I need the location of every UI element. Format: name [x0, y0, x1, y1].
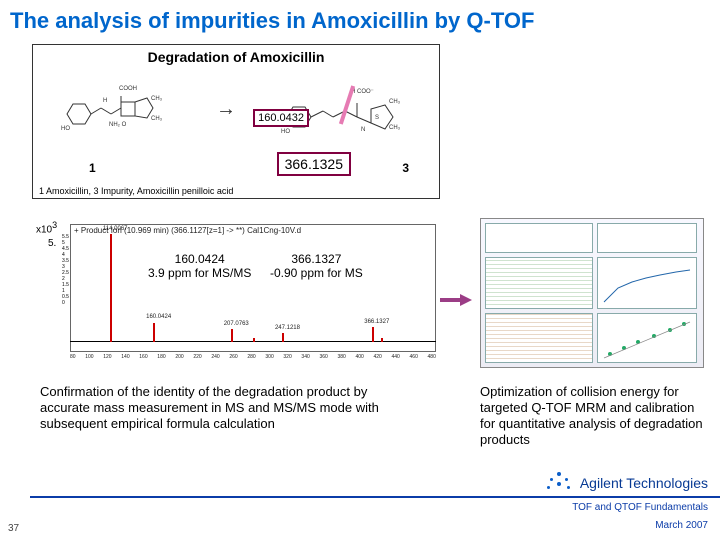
annotation-msms: 160.0424 3.9 ppm for MS/MS [148, 252, 251, 280]
svg-text:H: H [103, 98, 107, 104]
ann1-mass: 160.0424 [148, 252, 251, 266]
svg-text:COOH: COOH [119, 86, 137, 92]
molecule-row: HO COOH H NH₂ O CH₃ CH₃ → HO H [33, 65, 439, 153]
svg-text:CH₃: CH₃ [151, 116, 163, 122]
x-tick: 420 [373, 354, 381, 360]
svg-text:H COO⁻: H COO⁻ [351, 89, 374, 95]
peak-label: 160.0424 [146, 314, 171, 320]
mz-parent-box: 366.1325 [277, 152, 351, 176]
degradation-panel: Degradation of Amoxicillin HO COOH H NH₂… [32, 44, 440, 199]
ann2-mass: 366.1327 [270, 252, 363, 266]
peak [231, 329, 233, 342]
x-tick: 120 [103, 354, 111, 360]
y-prefix-text: x10 [36, 224, 52, 235]
x-tick: 360 [319, 354, 327, 360]
footer: Agilent Technologies TOF and QTOF Fundam… [0, 496, 720, 540]
slide-title: The analysis of impurities in Amoxicilli… [0, 0, 720, 38]
x-tick: 80 [70, 354, 76, 360]
spectrum-plot: 114.0067160.0424207.0763247.1218366.1327 [70, 236, 436, 344]
x-tick: 240 [211, 354, 219, 360]
peak-label: 207.0763 [224, 321, 249, 327]
x-tick: 380 [337, 354, 345, 360]
peak-label: 247.1218 [275, 325, 300, 331]
ann2-err: -0.90 ppm for MS [270, 266, 363, 280]
agilent-name: Agilent Technologies [580, 475, 708, 491]
shot-table [485, 313, 593, 363]
footer-line [30, 496, 720, 498]
y-scale: 5. [48, 238, 56, 249]
x-ticks: 80 100 120 140 160 180 200 220 240 260 280 300 320 34… [70, 354, 436, 360]
svg-text:CH₃: CH₃ [389, 125, 401, 131]
x-tick: 300 [265, 354, 273, 360]
molecule-3-label: 3 [402, 161, 409, 175]
svg-text:N: N [361, 127, 365, 133]
reaction-arrow-icon: → [216, 98, 236, 121]
svg-text:CH₃: CH₃ [151, 96, 163, 102]
peak-label: 114.0067 [103, 226, 128, 232]
peak [110, 234, 112, 342]
page-number: 37 [8, 523, 19, 534]
arrow-to-screenshot-icon [440, 296, 472, 304]
x-tick: 400 [355, 354, 363, 360]
peak [153, 323, 155, 342]
x-tick: 480 [428, 354, 436, 360]
x-tick: 180 [157, 354, 165, 360]
x-tick: 280 [247, 354, 255, 360]
svg-text:HO: HO [281, 129, 290, 135]
x-tick: 320 [283, 354, 291, 360]
x-tick: 340 [301, 354, 309, 360]
x-tick: 160 [139, 354, 147, 360]
annotation-ms: 366.1327 -0.90 ppm for MS [270, 252, 363, 280]
peak-label: 366.1327 [364, 319, 389, 325]
shot-plot [597, 257, 697, 309]
svg-text:HO: HO [61, 126, 70, 132]
y-ticks: 5.554.543.532.521.510.50 [62, 234, 69, 306]
mz-fragment-box: 160.0432 [253, 109, 309, 127]
svg-text:S: S [375, 115, 379, 121]
agilent-spark-icon [547, 472, 573, 494]
footer-text-2: March 2007 [655, 520, 708, 531]
optimization-text: Optimization of collision energy for tar… [480, 384, 704, 448]
x-tick: 460 [410, 354, 418, 360]
spectrum-panel: x103 5. 5.554.543.532.521.510.50 + Produ… [34, 216, 440, 374]
shot-panel [485, 223, 593, 253]
svg-text:NH₂ O: NH₂ O [109, 122, 127, 128]
confirmation-text: Confirmation of the identity of the degr… [40, 384, 384, 432]
x-tick: 260 [229, 354, 237, 360]
software-screenshot [480, 218, 704, 368]
y-tick: 0 [62, 300, 69, 306]
ann1-err: 3.9 ppm for MS/MS [148, 266, 251, 280]
degradation-title: Degradation of Amoxicillin [33, 45, 439, 65]
x-tick: 200 [175, 354, 183, 360]
footer-text-1: TOF and QTOF Fundamentals [572, 502, 708, 513]
peak [253, 338, 255, 342]
x-tick: 220 [193, 354, 201, 360]
molecule-1-label: 1 [89, 161, 96, 175]
x-tick: 100 [85, 354, 93, 360]
agilent-logo: Agilent Technologies [547, 472, 708, 494]
shot-panel [597, 223, 697, 253]
y-axis-prefix: x103 [36, 220, 57, 235]
peak [282, 333, 284, 342]
x-tick: 440 [392, 354, 400, 360]
shot-table [485, 257, 593, 309]
svg-text:CH₃: CH₃ [389, 99, 401, 105]
peak [372, 327, 374, 342]
peak [381, 338, 383, 342]
y-exp: 3 [52, 220, 57, 230]
molecule-1: HO COOH H NH₂ O CH₃ CH₃ [61, 78, 171, 140]
x-tick: 140 [121, 354, 129, 360]
shot-plot [597, 313, 697, 363]
degradation-caption: 1 Amoxicillin, 3 Impurity, Amoxicillin p… [39, 186, 233, 196]
